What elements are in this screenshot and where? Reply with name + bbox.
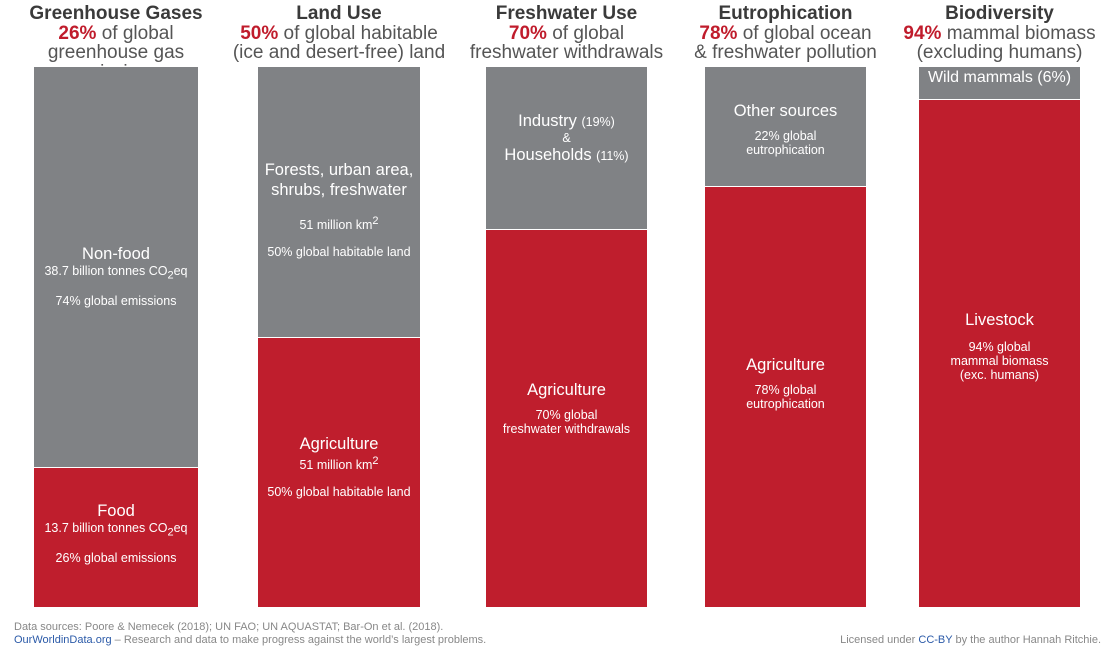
headline-desc-2: freshwater withdrawals — [469, 42, 664, 63]
segment-share: 74% global emissions — [55, 293, 177, 308]
segment-value: 51 million km2 — [299, 215, 379, 233]
column-title: Land Use — [296, 3, 382, 24]
segment-share: 50% global habitable land — [267, 485, 411, 500]
bar-segment-other-water: Industry (19%) & Households (11%) — [486, 67, 647, 229]
segment-label: Livestock — [965, 311, 1034, 329]
column-title: Biodiversity — [945, 3, 1054, 24]
segment-label: Non-food — [82, 245, 150, 263]
headline-desc: of global — [552, 22, 625, 44]
segment-label: Wild mammals (6%) — [927, 69, 1072, 86]
headline-desc: of global — [101, 22, 174, 44]
bar-segment-other-sources: Other sources 22% global eutrophication — [705, 67, 866, 186]
bar-segment-food: Food 13.7 billion tonnes CO2eq 26% globa… — [34, 468, 198, 607]
segment-label: Food — [97, 502, 135, 520]
headline-desc: mammal biomass — [946, 22, 1096, 44]
segment-label-2: shrubs, freshwater — [271, 181, 407, 199]
stacked-bar: Other sources 22% global eutrophication … — [705, 67, 866, 607]
segment-share-2: eutrophication — [746, 397, 825, 411]
segment-label: Agriculture — [299, 435, 379, 453]
segment-label: Forests, urban area, — [264, 161, 414, 179]
segment-amp: & — [562, 131, 571, 145]
segment-value: 51 million km2 — [299, 455, 379, 473]
stacked-bar: Wild mammals (6%) Livestock 94% global m… — [919, 67, 1080, 607]
headline-percent: 26% — [58, 22, 97, 44]
bar-segment-agriculture: Agriculture 51 million km2 50% global ha… — [258, 338, 420, 607]
column-header: Biodiversity 94% mammal biomass (excludi… — [889, 4, 1110, 63]
bar-segment-nonfood: Non-food 38.7 billion tonnes CO2eq 74% g… — [34, 67, 198, 467]
bar-segment-other-land: Forests, urban area, shrubs, freshwater … — [258, 67, 420, 337]
headline-percent: 94% — [903, 22, 942, 44]
segment-share: 26% global emissions — [55, 550, 177, 565]
segment-share-2: freshwater withdrawals — [502, 422, 631, 436]
owid-link[interactable]: OurWorldinData.org — [14, 634, 112, 646]
segment-value: 38.7 billion tonnes CO2eq — [44, 264, 188, 282]
column-title: Greenhouse Gases — [29, 3, 203, 24]
segment-share: 94% global — [968, 340, 1031, 354]
headline-desc: of global habitable — [283, 22, 438, 44]
column-title: Eutrophication — [718, 3, 853, 24]
data-sources: Data sources: Poore & Nemecek (2018); UN… — [14, 621, 444, 633]
bar-segment-agriculture: Agriculture 78% global eutrophication — [705, 187, 866, 607]
segment-share-3: (exc. humans) — [959, 368, 1040, 382]
column-header: Land Use 50% of global habitable (ice an… — [228, 4, 450, 63]
license-link[interactable]: CC-BY — [918, 634, 953, 646]
segment-value: 13.7 billion tonnes CO2eq — [44, 521, 188, 539]
bar-segment-agriculture: Agriculture 70% global freshwater withdr… — [486, 230, 647, 607]
segment-label: Agriculture — [746, 356, 825, 374]
segment-share: 70% global — [535, 408, 598, 422]
headline-percent: 70% — [508, 22, 547, 44]
segment-label: Other sources — [733, 102, 838, 120]
segment-share: 50% global habitable land — [267, 245, 411, 260]
footer-brand-line: OurWorldinData.org – Research and data t… — [14, 634, 486, 646]
column-header: Freshwater Use 70% of global freshwater … — [456, 4, 677, 63]
stacked-bar: Non-food 38.7 billion tonnes CO2eq 74% g… — [34, 67, 198, 607]
license-line: Licensed under CC-BY by the author Hanna… — [840, 634, 1101, 646]
column-header: Greenhouse Gases 26% of global greenhous… — [4, 4, 228, 82]
bar-segment-livestock: Livestock 94% global mammal biomass (exc… — [919, 100, 1080, 607]
headline-desc-2: (ice and desert-free) land — [232, 42, 446, 63]
stacked-bar: Industry (19%) & Households (11%) Agricu… — [486, 67, 647, 607]
segment-label-2: Households (11%) — [504, 146, 629, 164]
segment-share: 78% global — [754, 383, 817, 397]
segment-share-2: eutrophication — [746, 143, 825, 157]
tagline: – Research and data to make progress aga… — [111, 634, 487, 646]
segment-share: 22% global — [754, 129, 817, 143]
headline-desc: of global ocean — [742, 22, 872, 44]
stacked-bar: Forests, urban area, shrubs, freshwater … — [258, 67, 420, 607]
segment-label: Industry (19%) — [518, 112, 615, 130]
headline-desc-2: (excluding humans) — [916, 42, 1083, 63]
segment-share-2: mammal biomass — [950, 354, 1049, 368]
headline-desc-2: & freshwater pollution — [694, 42, 877, 63]
column-title: Freshwater Use — [495, 3, 638, 24]
headline-percent: 50% — [240, 22, 279, 44]
bar-segment-wild-mammals: Wild mammals (6%) — [919, 67, 1080, 99]
headline-percent: 78% — [699, 22, 738, 44]
segment-label: Agriculture — [527, 381, 606, 399]
column-header: Eutrophication 78% of global ocean & fre… — [675, 4, 896, 63]
